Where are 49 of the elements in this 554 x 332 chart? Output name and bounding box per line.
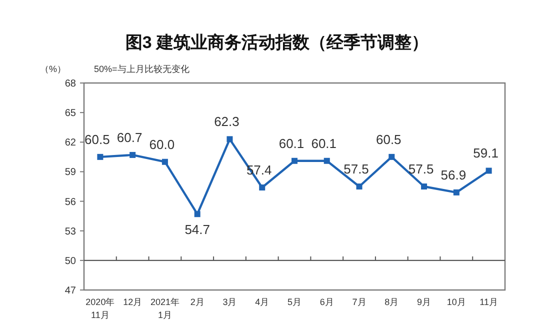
x-tick-label: 8月	[384, 297, 399, 307]
point	[226, 136, 233, 142]
data-label: 62.3	[214, 114, 240, 130]
x-tick-label: 4月	[255, 297, 270, 307]
x-tick-label: 2月	[190, 297, 204, 307]
data-label: 60.5	[376, 132, 402, 147]
chart-title: 图3 建筑业商务活动指数（经季节调整）	[125, 33, 429, 52]
y-tick-label: 59	[64, 167, 76, 178]
x-tick-label: 6月	[320, 297, 334, 307]
data-label: 59.1	[473, 146, 498, 161]
data-label: 57.5	[344, 162, 369, 176]
point	[130, 152, 136, 158]
x-tick-label: 12月	[123, 297, 142, 307]
x-tick-label: 7月	[352, 297, 366, 307]
data-label: 57.5	[408, 162, 434, 176]
x-tick-label: 2021年 1月	[150, 297, 180, 320]
y-axis-title: （%）	[40, 64, 66, 74]
point	[194, 211, 200, 218]
data-label: 60.7	[116, 130, 142, 145]
data-label: 54.7	[184, 222, 210, 238]
x-tick-label: 10月	[446, 297, 466, 307]
data-label: 60.1	[311, 136, 337, 151]
point	[486, 168, 492, 174]
y-tick-label: 62	[64, 138, 76, 149]
y-tick-label: 56	[64, 196, 76, 208]
point	[324, 158, 330, 164]
x-tick-label: 11月	[480, 297, 498, 307]
data-label: 60.1	[278, 136, 304, 151]
y-tick-label: 47	[64, 286, 76, 296]
x-tick-label: 3月	[222, 297, 237, 307]
data-label: 56.9	[440, 167, 466, 182]
point	[292, 158, 298, 164]
y-tick-label: 53	[64, 226, 76, 238]
x-tick-label: 2020年 11月	[86, 297, 115, 320]
point	[388, 154, 395, 160]
point	[97, 154, 104, 160]
point	[259, 184, 266, 190]
point	[453, 189, 460, 196]
point	[162, 158, 168, 165]
data-label: 60.0	[149, 136, 175, 152]
y-tick-label: 68	[64, 78, 76, 90]
y-tick-label: 50	[64, 256, 76, 267]
y-tick-label: 65	[64, 108, 76, 120]
text: 50%=与上月比较无变化	[94, 64, 190, 74]
x-tick-label: 5月	[287, 297, 302, 307]
point	[421, 184, 428, 190]
point	[356, 184, 362, 190]
x-tick-label: 9月	[417, 297, 432, 307]
data-label: 60.5	[84, 132, 110, 147]
